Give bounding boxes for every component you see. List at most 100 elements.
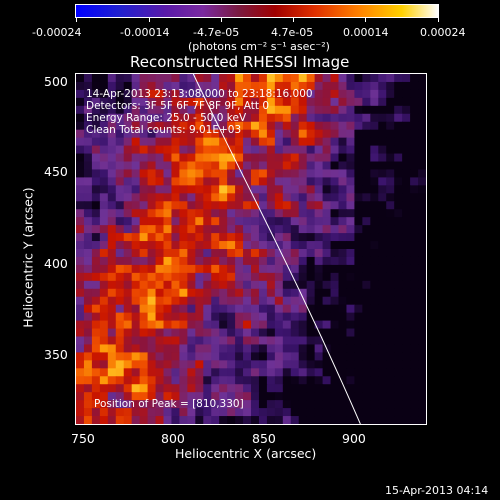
heatmap-cell	[203, 225, 212, 234]
heatmap-cell	[306, 153, 316, 163]
heatmap-cell	[418, 105, 426, 115]
heatmap-cell	[402, 241, 411, 250]
heatmap-cell	[219, 344, 228, 354]
heatmap-cell	[258, 384, 268, 393]
heatmap-cell	[83, 113, 93, 123]
heatmap-cell	[402, 336, 411, 346]
heatmap-cell	[266, 145, 276, 155]
heatmap-cell	[386, 225, 395, 234]
heatmap-cell	[258, 177, 268, 186]
heatmap-cell	[219, 201, 228, 210]
heatmap-cell	[107, 408, 117, 417]
heatmap-cell	[99, 153, 109, 163]
heatmap-cell	[123, 400, 133, 409]
heatmap-cell	[163, 328, 173, 338]
heatmap-cell	[155, 360, 165, 369]
heatmap-cell	[123, 185, 133, 194]
heatmap-cell	[298, 145, 308, 155]
heatmap-cell	[314, 352, 324, 361]
heatmap-cell	[410, 145, 419, 155]
heatmap-cell	[219, 296, 228, 306]
heatmap-cell	[195, 312, 204, 322]
heatmap-cell	[338, 137, 348, 147]
heatmap-cell	[155, 416, 165, 424]
heatmap-cell	[115, 177, 125, 186]
heatmap-cell	[346, 280, 356, 290]
heatmap-cell	[147, 169, 157, 179]
heatmap-cell	[354, 177, 363, 186]
heatmap-cell	[219, 233, 228, 242]
heatmap-cell	[83, 376, 93, 385]
heatmap-cell	[187, 153, 196, 163]
heatmap-cell	[410, 288, 419, 298]
heatmap-cell	[203, 344, 212, 354]
heatmap-cell	[346, 296, 356, 306]
heatmap-cell	[330, 344, 340, 354]
heatmap-cell	[171, 328, 181, 338]
heatmap-cell	[107, 137, 117, 147]
heatmap-cell	[338, 121, 348, 131]
heatmap-cell	[314, 153, 324, 163]
heatmap-cell	[330, 328, 340, 338]
heatmap-cell	[402, 161, 411, 171]
heatmap-cell	[266, 153, 276, 163]
heatmap-cell	[76, 201, 85, 210]
heatmap-cell	[266, 169, 276, 179]
heatmap-cell	[163, 233, 173, 242]
heatmap-cell	[99, 288, 109, 298]
heatmap-cell	[76, 400, 85, 409]
heatmap-cell	[338, 288, 348, 298]
heatmap-cell	[258, 272, 268, 282]
heatmap-cell	[402, 169, 411, 179]
heatmap-cell	[346, 161, 356, 171]
heatmap-cell	[290, 177, 300, 186]
heatmap-cell	[354, 296, 363, 306]
heatmap-cell	[370, 368, 379, 377]
heatmap-cell	[179, 169, 188, 179]
heatmap-cell	[314, 105, 324, 115]
heatmap-cell	[107, 304, 117, 314]
heatmap-cell	[251, 97, 260, 107]
heatmap-cell	[227, 272, 236, 282]
heatmap-cell	[330, 225, 340, 234]
heatmap-cell	[235, 272, 244, 282]
heatmap-cell	[306, 97, 316, 107]
heatmap-cell	[163, 137, 173, 147]
heatmap-cell	[123, 81, 133, 91]
heatmap-cell	[227, 209, 236, 218]
heatmap-cell	[306, 113, 316, 123]
heatmap-cell	[370, 105, 379, 115]
heatmap-cell	[251, 121, 260, 131]
colorbar-tick-label: -4.7e-05	[193, 26, 240, 39]
heatmap-cell	[171, 145, 181, 155]
heatmap-cell	[354, 336, 363, 346]
heatmap-cell	[378, 241, 387, 250]
heatmap-cell	[123, 416, 133, 424]
heatmap-cell	[314, 121, 324, 131]
heatmap-cell	[354, 408, 363, 417]
heatmap-cell	[330, 81, 340, 91]
heatmap-cell	[346, 304, 356, 314]
heatmap-cell	[410, 264, 419, 274]
heatmap-cell	[362, 217, 371, 226]
heatmap-cell	[83, 185, 93, 194]
heatmap-cell	[147, 256, 157, 266]
heatmap-cell	[290, 185, 300, 194]
heatmap-cell	[235, 392, 244, 401]
heatmap-cell	[298, 296, 308, 306]
heatmap-cell	[322, 89, 332, 99]
heatmap-cell	[155, 209, 165, 218]
heatmap-cell	[370, 328, 379, 338]
heatmap-cell	[338, 368, 348, 377]
heatmap-cell	[282, 193, 292, 202]
heatmap-cell	[99, 376, 109, 385]
heatmap-cell	[266, 328, 276, 338]
heatmap-cell	[346, 272, 356, 282]
heatmap-cell	[139, 233, 149, 242]
heatmap-cell	[378, 392, 387, 401]
heatmap-cell	[147, 360, 157, 369]
heatmap-cell	[187, 74, 196, 83]
heatmap-cell	[83, 201, 93, 210]
heatmap-cell	[330, 320, 340, 330]
heatmap-cell	[370, 161, 379, 171]
